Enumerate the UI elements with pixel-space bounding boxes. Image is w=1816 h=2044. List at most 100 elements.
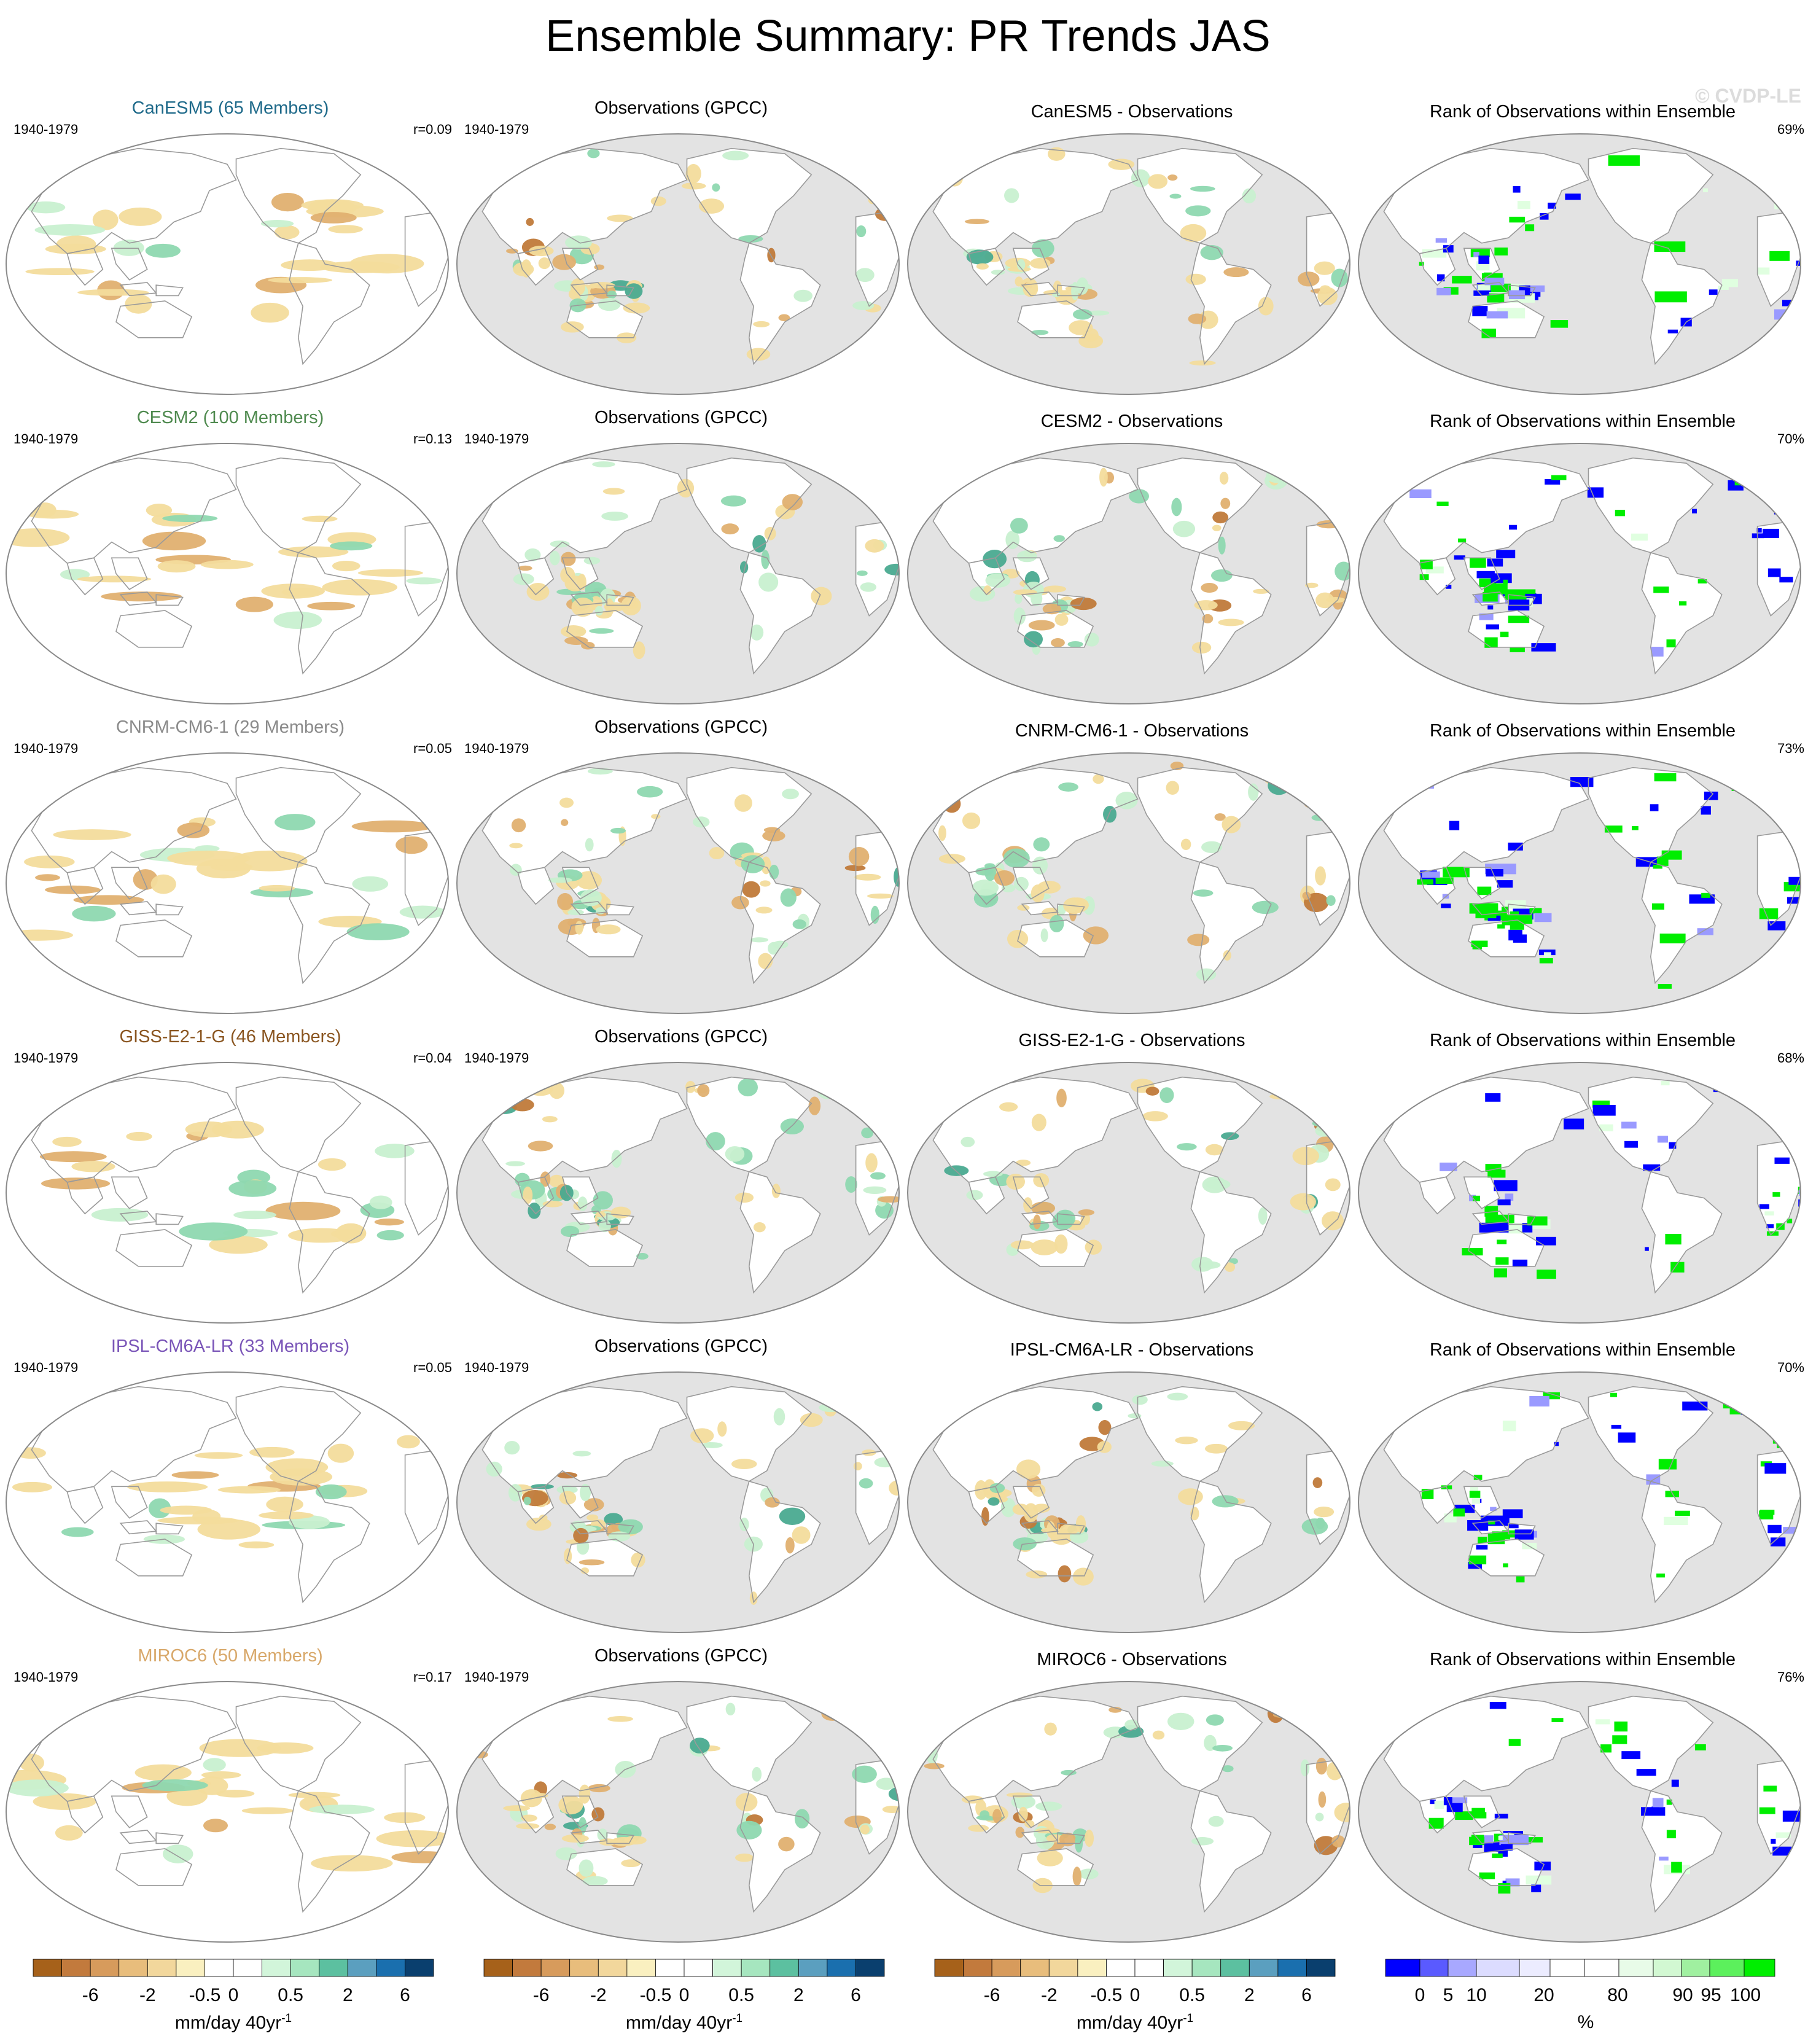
rank-cell-cluster (1767, 1524, 1782, 1534)
trend-patch (571, 597, 594, 617)
colorbar-swatch (770, 1959, 799, 1977)
trend-patch (706, 1132, 725, 1151)
trend-patch (863, 1186, 887, 1194)
land-area (567, 919, 643, 957)
trend-patch (60, 569, 90, 580)
rank-cell-cluster (1500, 631, 1509, 638)
trend-patch (1040, 928, 1048, 943)
trend-patch (1335, 1709, 1347, 1722)
rank-cell-cluster (1477, 886, 1492, 895)
trend-patch (803, 443, 823, 461)
trend-patch (1340, 1089, 1350, 1104)
rank-cell-cluster (1782, 1734, 1800, 1741)
coastline (1137, 1076, 1263, 1172)
rank-cell-cluster (1759, 908, 1779, 919)
trend-patch (542, 1200, 563, 1207)
coastline (864, 1402, 899, 1440)
rank-cell-cluster (1512, 1259, 1528, 1268)
land-area (518, 867, 554, 905)
trend-patch (228, 1180, 277, 1197)
model-trend-panel: MIROC6 (50 Members) 1940-1979 r=0.17 (5, 1646, 456, 1947)
trend-patch (1290, 1193, 1316, 1211)
trend-patch (1204, 1443, 1228, 1454)
colorbar-swatch (512, 1959, 542, 1977)
trend-patch (1286, 770, 1306, 780)
trend-patch (1325, 1178, 1341, 1192)
trend-patch (1003, 848, 1030, 868)
trend-patch (539, 1515, 548, 1521)
rank-cell-cluster (1755, 143, 1766, 149)
coastline (115, 610, 193, 648)
rank-cell-cluster (1473, 1195, 1481, 1201)
rank-cell-cluster (1550, 320, 1569, 328)
coastline (66, 867, 104, 905)
difference-panel: MIROC6 - Observations (906, 1646, 1357, 1947)
trend-patch (1272, 136, 1285, 151)
land-area (1306, 1759, 1350, 1854)
rank-cell-cluster (1422, 871, 1440, 878)
panel-title: MIROC6 - Observations (1037, 1650, 1227, 1669)
rank-cell-cluster (1534, 913, 1552, 923)
trend-patch (523, 1186, 533, 1204)
trend-patch (883, 472, 899, 487)
map-border (456, 752, 900, 1014)
trend-patch (55, 1825, 83, 1841)
trend-patch (1070, 597, 1097, 610)
rank-cell-cluster (1777, 485, 1790, 494)
rank-cell-cluster (1483, 272, 1492, 278)
trend-patch (1189, 360, 1216, 366)
trend-patch (549, 1174, 564, 1188)
rank-cell-cluster (1759, 1510, 1775, 1515)
rank-cell-cluster (1534, 1861, 1551, 1871)
rank-cell-cluster (1477, 284, 1491, 291)
trend-patch (860, 1825, 870, 1835)
rank-cell-cluster (1666, 639, 1676, 648)
trend-patch (1335, 561, 1350, 581)
panel-title: Rank of Observations within Ensemble (1429, 1650, 1736, 1669)
rank-cell-cluster (1782, 191, 1795, 202)
trend-patch (1005, 530, 1020, 550)
rank-cell-cluster (1435, 238, 1447, 243)
trend-patch (845, 1176, 857, 1193)
rank-cell-cluster (1709, 1693, 1720, 1699)
trend-patch (1011, 1795, 1036, 1809)
trend-patch (162, 1844, 193, 1863)
rank-cell-cluster (1772, 1846, 1792, 1856)
map-model (5, 752, 450, 1014)
trend-patch (1279, 1682, 1289, 1700)
trend-patch (1303, 1090, 1325, 1101)
trend-patch (1099, 467, 1108, 487)
coastline (66, 248, 104, 286)
colorbar-swatch (483, 1959, 513, 1977)
map-border (456, 1681, 900, 1943)
trend-patch (278, 546, 349, 558)
colorbar-swatch (712, 1959, 742, 1977)
coastline (1766, 163, 1801, 202)
trend-patch (217, 1486, 281, 1494)
coastline (1588, 1386, 1714, 1482)
trend-colorbar: -6 -2 -0.5 0 0.5 2 6 mm/day 40yr-1 (481, 1958, 887, 2033)
trend-patch (1316, 798, 1341, 817)
trend-patch (1327, 1109, 1344, 1122)
land-area (1766, 1402, 1801, 1440)
trend-patch (1347, 499, 1350, 518)
trend-patch (602, 488, 625, 495)
rank-cell-cluster (1478, 256, 1490, 264)
coastline (686, 147, 813, 244)
rank-cell-cluster (1697, 928, 1713, 935)
trend-patch (1330, 166, 1342, 177)
trend-patch (1212, 1744, 1233, 1752)
trend-patch (529, 246, 554, 257)
trend-patch (192, 1509, 221, 1524)
trend-patch (266, 1496, 303, 1513)
rank-cell-cluster (1539, 958, 1553, 964)
trend-patch (782, 789, 799, 800)
panel-title: Observations (GPCC) (594, 1027, 768, 1047)
rank-cell-cluster (1796, 811, 1801, 822)
rank-cell-cluster (1548, 202, 1556, 209)
trend-patch (878, 185, 899, 191)
rank-cell-cluster (1479, 1872, 1495, 1879)
trend-patch (755, 907, 773, 914)
coastline (517, 1486, 555, 1524)
rank-cell-cluster (1784, 1743, 1793, 1752)
